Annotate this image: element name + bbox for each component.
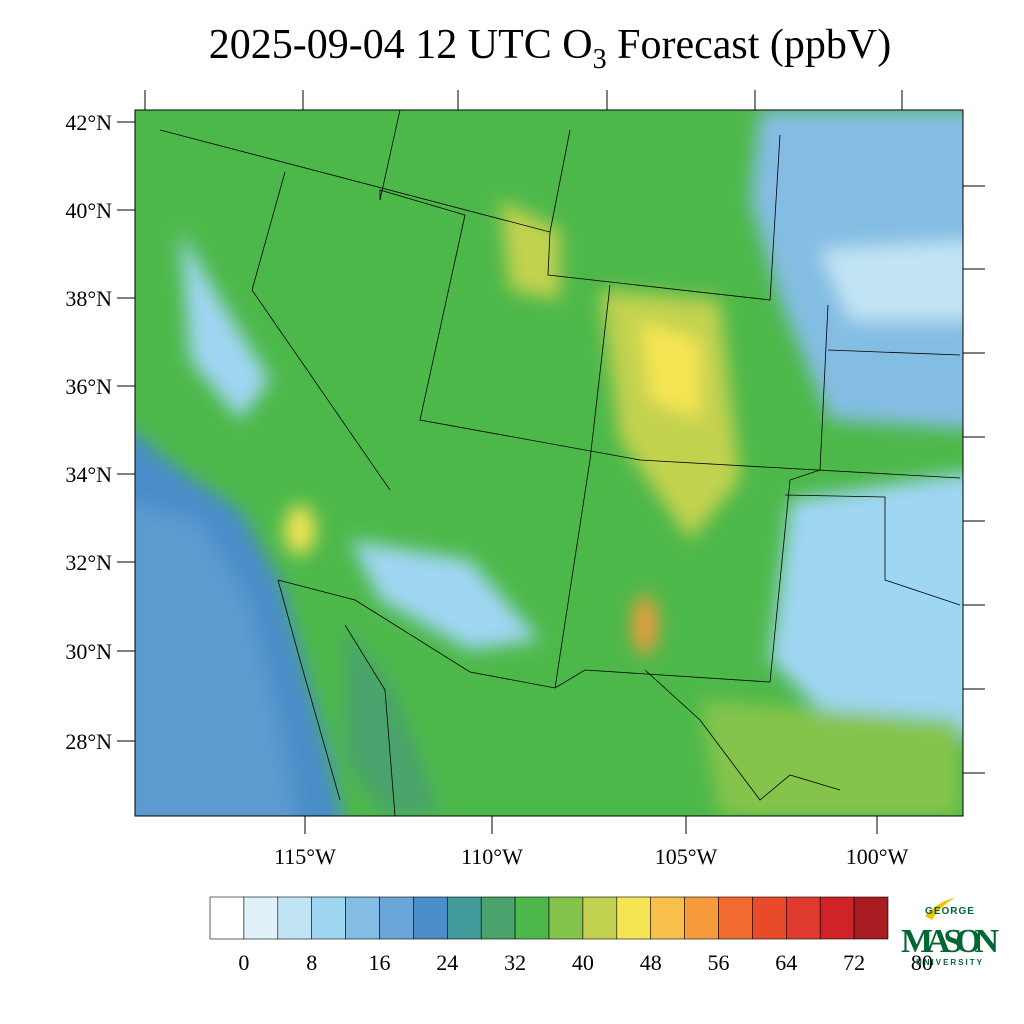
lat-label: 34°N	[65, 462, 112, 487]
lat-label: 32°N	[65, 550, 112, 575]
colorbar-label: 16	[369, 950, 391, 975]
lon-label: 115°W	[274, 844, 336, 869]
lat-label: 28°N	[65, 729, 112, 754]
lon-label: 105°W	[655, 844, 718, 869]
colorbar-label: 0	[238, 950, 249, 975]
title-rest: Forecast (ppbV)	[607, 22, 892, 68]
lon-label: 100°W	[846, 844, 909, 869]
lat-label: 36°N	[65, 374, 112, 399]
colorbar-swatch	[650, 896, 685, 940]
colorbar-swatch	[718, 896, 753, 940]
lat-label: 38°N	[65, 286, 112, 311]
colorbar-label: 56	[708, 950, 730, 975]
colorbar-swatch	[446, 896, 482, 940]
logo: GEORGE MASON UNIVERSITY	[901, 898, 999, 967]
logo-main: MASON	[901, 923, 999, 960]
colorbar-swatch	[345, 896, 380, 940]
colorbar-label: 32	[504, 950, 526, 975]
colorbar-swatch	[819, 896, 855, 940]
colorbar-label: 72	[843, 950, 865, 975]
lon-label: 110°W	[461, 844, 523, 869]
colorbar-swatch	[413, 896, 448, 940]
colorbar-swatch	[752, 896, 787, 940]
colorbar-swatch	[582, 896, 618, 940]
logo-bottom: UNIVERSITY	[916, 958, 984, 967]
logo-top: GEORGE	[925, 906, 975, 917]
colorbar-swatch	[311, 896, 346, 940]
colorbar-swatch	[277, 896, 312, 940]
colorbar-swatch	[684, 896, 719, 940]
colorbar-label: 24	[436, 950, 458, 975]
colorbar-swatch	[548, 896, 584, 940]
lat-label: 40°N	[65, 198, 112, 223]
colorbar-label: 48	[640, 950, 662, 975]
frame-ticks	[117, 90, 985, 834]
colorbar-swatch	[616, 896, 651, 940]
colorbar: 0 8 16 24 32 40 48 56 64 72 80	[209, 896, 933, 975]
lon-labels: 115°W 110°W 105°W 100°W	[274, 844, 908, 869]
colorbar-swatch	[379, 896, 414, 940]
colorbar-swatch	[853, 896, 889, 940]
colorbar-swatch	[209, 896, 245, 940]
lat-labels: 42°N 40°N 38°N 36°N 34°N 32°N 30°N 28°N	[65, 110, 112, 754]
title-sub: 3	[593, 44, 607, 75]
colorbar-label: 40	[572, 950, 594, 975]
colorbar-swatch	[514, 896, 550, 940]
colorbar-swatch	[243, 896, 279, 940]
title: 2025-09-04 12 UTC O3 Forecast (ppbV)	[209, 22, 891, 75]
colorbar-swatch	[480, 896, 516, 940]
colorbar-label: 64	[775, 950, 797, 975]
ozone-field	[135, 110, 963, 816]
colorbar-swatch	[785, 896, 821, 940]
map-frame	[134, 109, 964, 817]
colorbar-label: 8	[306, 950, 317, 975]
lat-label: 42°N	[65, 110, 112, 135]
lat-label: 30°N	[65, 639, 112, 664]
colorbar-label: 80	[911, 950, 933, 975]
title-main: 2025-09-04 12 UTC O	[209, 22, 593, 68]
